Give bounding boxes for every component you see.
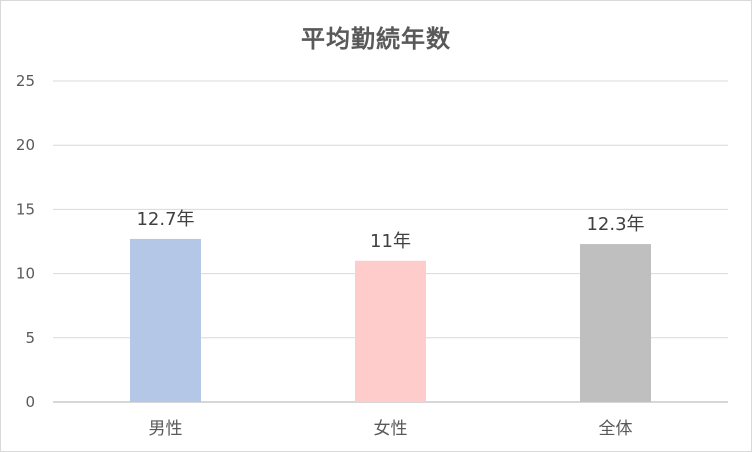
data-label: 12.7年 bbox=[136, 209, 194, 230]
bar bbox=[580, 244, 651, 402]
y-tick-label: 10 bbox=[16, 265, 35, 283]
y-tick-label: 0 bbox=[25, 393, 35, 411]
y-tick-label: 20 bbox=[16, 136, 35, 154]
chart-title: 平均勤続年数 bbox=[301, 25, 451, 53]
x-category-label: 男性 bbox=[149, 419, 183, 439]
data-label: 11年 bbox=[370, 231, 411, 252]
bar bbox=[130, 238, 201, 402]
y-tick-label: 25 bbox=[16, 72, 35, 90]
x-category-label: 全体 bbox=[599, 419, 633, 439]
x-category-label: 女性 bbox=[374, 419, 408, 439]
data-label: 12.3年 bbox=[586, 214, 644, 235]
y-tick-label: 15 bbox=[16, 200, 35, 218]
y-tick-label: 5 bbox=[25, 329, 35, 347]
bar bbox=[355, 260, 426, 402]
